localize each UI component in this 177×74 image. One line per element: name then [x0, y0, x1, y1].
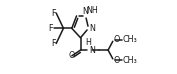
Text: F: F	[51, 39, 56, 48]
Text: N: N	[83, 7, 88, 16]
Text: O: O	[69, 51, 75, 60]
Text: F: F	[51, 9, 56, 18]
Text: F: F	[49, 24, 53, 33]
Text: CH₃: CH₃	[122, 35, 137, 44]
Text: O: O	[114, 35, 120, 44]
Text: NH: NH	[87, 6, 98, 15]
Text: H: H	[85, 38, 91, 47]
Text: O: O	[114, 56, 120, 65]
Text: N: N	[90, 46, 95, 55]
Text: CH₃: CH₃	[122, 56, 137, 65]
Text: N: N	[89, 24, 95, 33]
